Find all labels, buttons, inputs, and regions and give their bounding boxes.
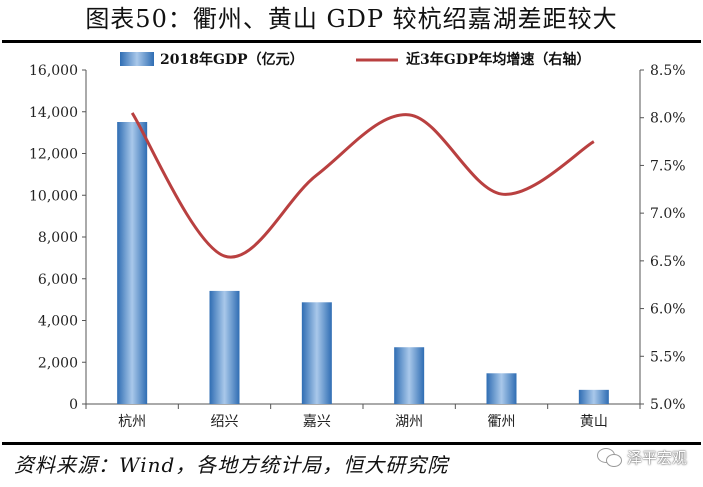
right-tick-label: 7.5% xyxy=(650,158,686,174)
x-axis-ticks: 杭州 绍兴 嘉兴 湖州 衢州 黄山 xyxy=(85,404,641,430)
gdp-bar xyxy=(117,121,148,404)
left-axis-ticks: 0 2,000 4,000 6,000 8,000 10,000 12,000 14,000 1… xyxy=(29,63,86,413)
right-tick-label: 7.0% xyxy=(650,206,686,222)
right-axis-ticks: 5.0% 5.5% 6.0% 6.5% 7.0% 7.5% 8.0% 8.5% xyxy=(640,63,686,413)
left-tick-label: 2,000 xyxy=(38,355,78,371)
gdp-bar xyxy=(394,347,425,404)
footer-divider xyxy=(2,442,701,445)
left-tick-label: 0 xyxy=(69,397,78,413)
right-tick-label: 6.0% xyxy=(650,302,686,318)
x-tick-label: 杭州 xyxy=(118,414,146,430)
wechat-icon xyxy=(596,446,623,468)
x-tick-label: 嘉兴 xyxy=(303,414,331,430)
title-divider xyxy=(2,40,701,43)
x-tick-label: 衢州 xyxy=(488,413,516,430)
legend-line-label: 近3年GDP年均增速（右轴） xyxy=(406,51,590,68)
left-tick-label: 6,000 xyxy=(38,272,78,288)
source-note: 资料来源：Wind，各地方统计局，恒大研究院 xyxy=(14,453,449,477)
right-tick-label: 8.5% xyxy=(650,63,686,79)
left-tick-label: 16,000 xyxy=(29,63,78,79)
growth-line xyxy=(130,112,595,259)
legend: 2018年GDP（亿元） 近3年GDP年均增速（右轴） xyxy=(120,51,590,68)
legend-bar-swatch xyxy=(120,52,154,66)
gdp-bar xyxy=(486,373,517,404)
chart-canvas: 2018年GDP（亿元） 近3年GDP年均增速（右轴） 0 2,000 4,000 6… xyxy=(29,51,686,430)
chart-title: 图表50：衢州、黄山 GDP 较杭绍嘉湖差距较大 xyxy=(85,5,618,33)
right-tick-label: 6.5% xyxy=(650,254,686,270)
right-tick-label: 8.0% xyxy=(650,111,686,127)
x-tick-label: 黄山 xyxy=(580,413,608,430)
left-tick-label: 8,000 xyxy=(38,230,78,246)
watermark-text: 泽平宏观 xyxy=(626,448,687,467)
left-tick-label: 10,000 xyxy=(29,188,78,204)
left-tick-label: 12,000 xyxy=(29,147,78,163)
gdp-bar xyxy=(578,389,609,404)
gdp-bar xyxy=(209,290,240,404)
legend-bar-label: 2018年GDP（亿元） xyxy=(160,51,304,68)
left-tick-label: 14,000 xyxy=(29,105,78,121)
gdp-bar xyxy=(301,302,332,404)
growth-line-series xyxy=(130,112,595,259)
right-tick-label: 5.5% xyxy=(650,349,686,365)
right-tick-label: 5.0% xyxy=(650,397,686,413)
watermark: 泽平宏观 xyxy=(596,446,687,468)
left-tick-label: 4,000 xyxy=(38,314,78,330)
gdp-bars xyxy=(117,121,609,404)
x-tick-label: 湖州 xyxy=(395,414,423,430)
x-tick-label: 绍兴 xyxy=(211,414,239,430)
